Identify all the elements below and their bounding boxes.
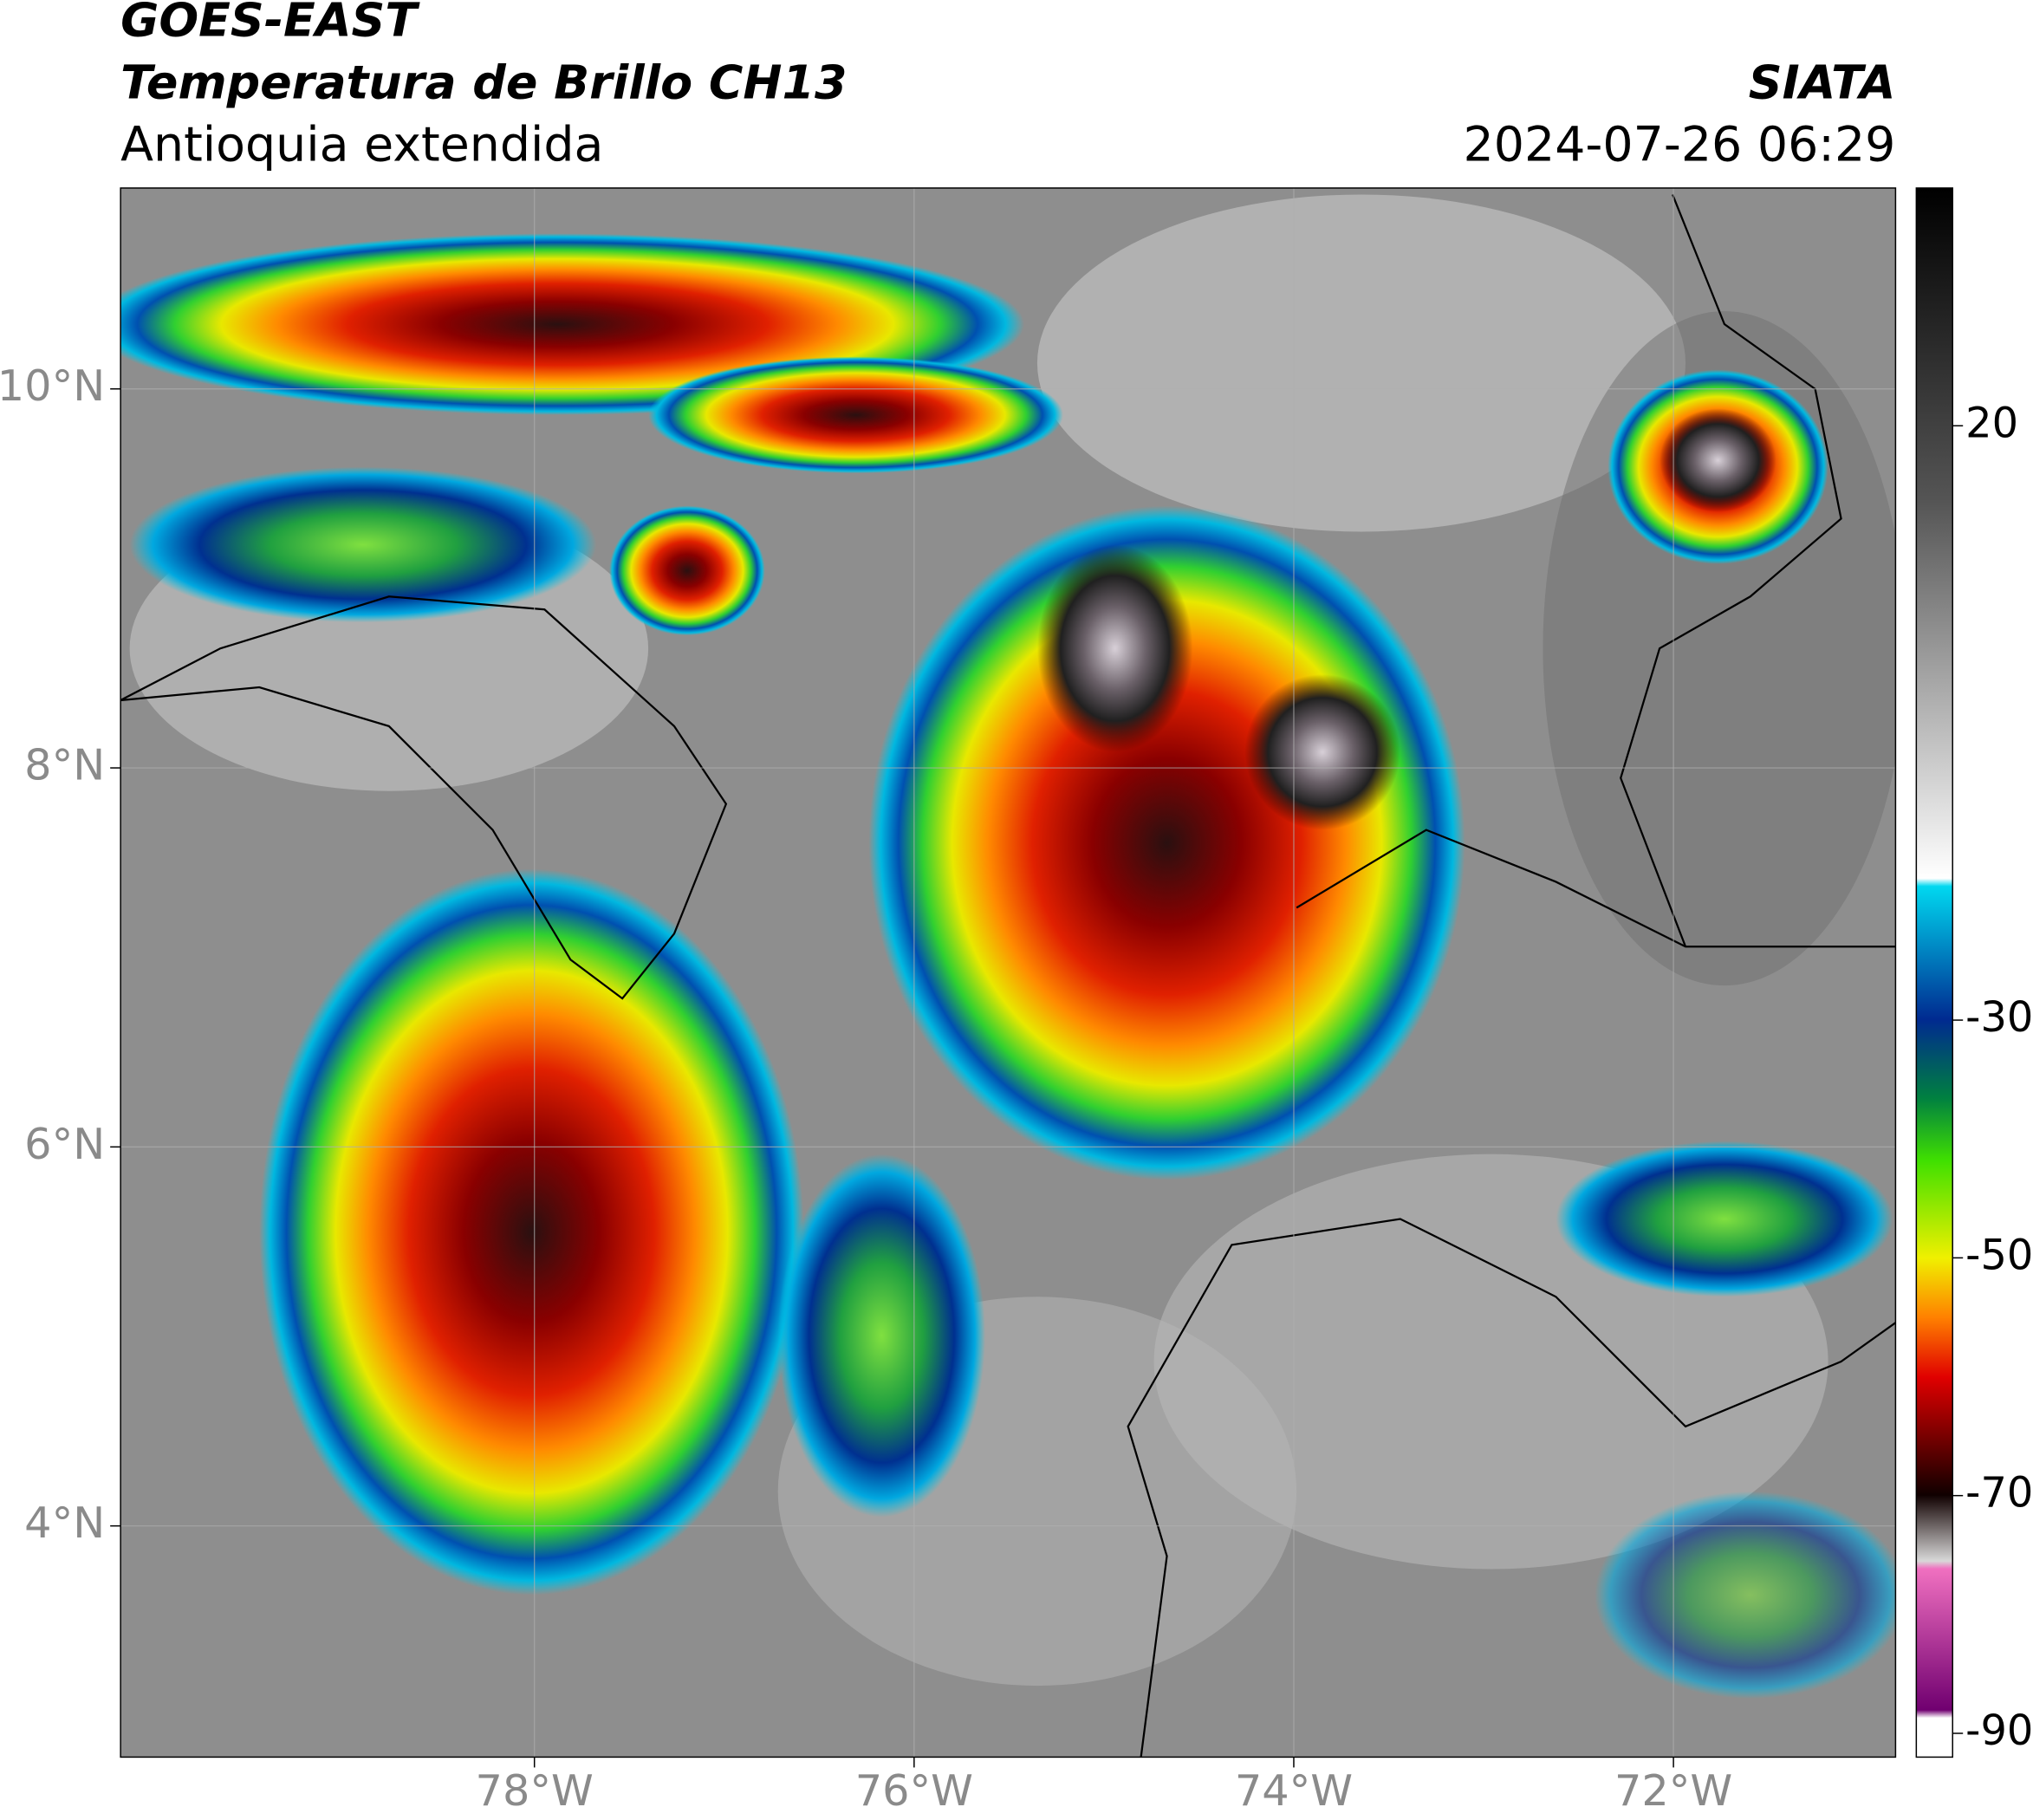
storm-core xyxy=(1036,544,1193,752)
storm xyxy=(1595,1491,1896,1700)
x-tick-label: 74°W xyxy=(1235,1765,1353,1816)
cloud xyxy=(1036,194,1686,532)
datetime: 2024-07-26 06:29 xyxy=(1464,118,1896,173)
storm-core xyxy=(1244,674,1400,830)
storm xyxy=(1556,1141,1893,1297)
y-tick-label: 10°N xyxy=(0,361,105,411)
y-tick-label: 6°N xyxy=(24,1119,105,1169)
colorbar-label: -70 xyxy=(1965,1470,2033,1518)
colorbar-label: -50 xyxy=(1965,1232,2033,1279)
storm xyxy=(129,466,597,623)
x-tick-label: 72°W xyxy=(1614,1765,1732,1816)
region: Antioquia extendida xyxy=(120,118,603,173)
colorbar-label: -30 xyxy=(1965,994,2033,1042)
grid xyxy=(120,187,1896,1758)
storm xyxy=(609,505,765,636)
colorbar-label: 20 xyxy=(1965,400,2018,447)
imagery xyxy=(120,187,1896,1758)
x-tick-label: 76°W xyxy=(855,1765,973,1816)
borders xyxy=(120,194,1896,1758)
storm xyxy=(648,356,1063,474)
y-tick-label: 8°N xyxy=(24,740,105,790)
satellite: GOES-EAST xyxy=(120,0,420,48)
map-frame xyxy=(120,187,1897,1758)
storm-core xyxy=(1660,408,1776,513)
y-tick-label: 4°N xyxy=(24,1498,105,1548)
storm xyxy=(868,505,1465,1180)
colorbar xyxy=(1915,187,1953,1758)
storm xyxy=(777,1154,986,1518)
x-tick-label: 78°W xyxy=(476,1765,594,1816)
storm xyxy=(259,868,804,1596)
title: Temperatura de Brillo CH13 xyxy=(120,55,847,109)
source: SIATA xyxy=(1749,55,1896,109)
colorbar-label: -90 xyxy=(1965,1707,2033,1755)
